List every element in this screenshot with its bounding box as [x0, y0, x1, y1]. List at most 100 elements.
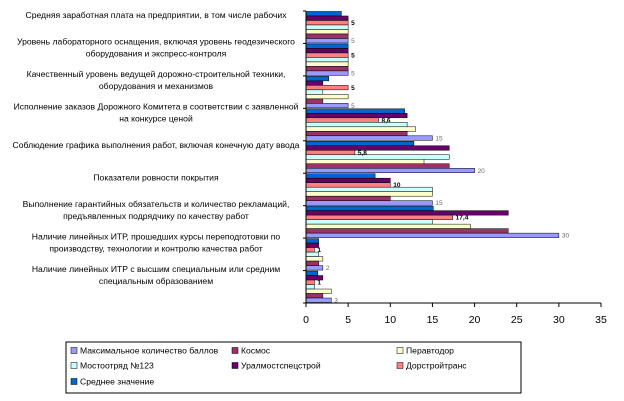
bar-8-3 [305, 284, 315, 290]
bar-3-3 [305, 122, 408, 128]
data-label: 5 [351, 70, 355, 77]
data-label: 1 [317, 280, 321, 287]
bar-7-6 [305, 238, 319, 244]
legend-label: Среднее значение [80, 377, 154, 387]
category-label: Исполнение заказов Дорожного Комитета в … [14, 102, 299, 124]
bar-2-0 [305, 103, 349, 109]
bar-6-0 [305, 232, 560, 238]
bar-3-1 [305, 131, 408, 137]
bar-4-0 [305, 168, 475, 173]
bar-0-6 [305, 11, 342, 17]
bar-2-5 [305, 85, 349, 91]
legend-label: Космос [241, 346, 271, 356]
bar-3-6 [305, 108, 405, 114]
bars [305, 11, 560, 303]
bar-5-3 [305, 186, 433, 192]
bar-0-0 [305, 38, 349, 44]
x-tick-label: 35 [595, 314, 607, 326]
bar-1-1 [305, 66, 349, 72]
bar-8-1 [305, 293, 324, 299]
data-label: 8,6 [381, 117, 390, 124]
legend: Максимальное количество баллов Космос Пера… [65, 341, 522, 394]
bar-8-6 [305, 270, 319, 276]
x-tick-label: 15 [427, 314, 439, 326]
bar-8-0 [305, 297, 332, 303]
data-label: 5 [351, 52, 355, 59]
bar-1-5 [305, 52, 349, 58]
data-label: 5,8 [358, 150, 367, 157]
bar-6-5 [305, 214, 453, 220]
legend-label: Максимальное количество баллов [80, 346, 219, 356]
x-tick-label: 0 [303, 314, 309, 326]
bar-2-1 [305, 98, 324, 104]
data-label: 5 [351, 20, 355, 27]
bar-5-4 [305, 177, 391, 183]
category-label: Наличие линейных ИТР с высшим специальны… [32, 264, 280, 286]
bar-2-6 [305, 76, 330, 82]
bar-7-1 [305, 260, 319, 266]
bar-7-2 [305, 256, 324, 262]
bar-1-6 [305, 43, 349, 49]
category-label: Качественный уровень ведущей дорожно-стр… [27, 69, 286, 91]
bar-6-3 [305, 219, 433, 225]
bar-7-5 [305, 247, 315, 253]
bar-1-4 [305, 48, 349, 54]
bar-5-1 [305, 195, 391, 201]
bar-4-1 [305, 163, 450, 169]
legend-label: Мостоотряд №123 [80, 361, 154, 371]
data-label: 2 [326, 265, 330, 272]
bar-0-2 [305, 29, 349, 35]
data-label: 1 [317, 247, 321, 254]
bar-1-3 [305, 57, 349, 63]
x-tick-label: 20 [469, 314, 481, 326]
data-label: 17,4 [456, 215, 469, 222]
bar-3-0 [305, 135, 433, 141]
bar-2-3 [305, 89, 324, 95]
data-label: 30 [562, 233, 570, 240]
x-tick-label: 30 [553, 314, 565, 326]
bar-4-4 [305, 145, 450, 151]
data-labels: 5 5 5 15 20 15 30 2 3 5 5 5 8,6 5,8 10 17,4 1 1 [317, 20, 569, 305]
category-label: Уровень лабораторного оснащения, включая… [17, 37, 295, 59]
x-axis: 0 5 10 15 20 25 30 35 [303, 10, 607, 326]
category-label: Выполнение гарантийных обязательств и ко… [23, 199, 290, 221]
bar-0-5 [305, 20, 349, 26]
bar-2-2 [305, 94, 349, 100]
legend-swatch [70, 347, 78, 354]
bar-6-4 [305, 210, 509, 216]
category-label: Наличие линейных ИТР, прошедших курсы пе… [32, 231, 281, 253]
data-label: 3 [334, 298, 338, 305]
bar-0-3 [305, 24, 349, 30]
legend-label: Дорстройтранс [406, 361, 467, 371]
bar-6-6 [305, 205, 434, 211]
legend-swatch [70, 378, 78, 385]
data-label: 15 [435, 135, 443, 142]
category-label: Средняя заработная плата на предприятии,… [25, 10, 287, 20]
data-label: 5 [351, 38, 355, 45]
category-label: Соблюдение графика выполнения работ, вкл… [13, 140, 300, 150]
bar-0-4 [305, 15, 349, 21]
bar-3-5 [305, 117, 379, 123]
data-label: 10 [393, 182, 401, 189]
bar-4-5 [305, 150, 356, 155]
legend-swatch [231, 362, 239, 369]
bar-4-2 [305, 159, 425, 164]
x-tick-label: 5 [345, 314, 351, 326]
data-label: 20 [478, 168, 486, 175]
bar-3-2 [305, 126, 416, 132]
bar-1-2 [305, 61, 349, 67]
x-tick-label: 10 [384, 314, 396, 326]
x-tick-label: 25 [511, 314, 523, 326]
bar-2-4 [305, 80, 324, 86]
data-label: 5 [351, 103, 355, 110]
bar-5-0 [305, 200, 433, 206]
bar-0-1 [305, 33, 349, 39]
legend-box [65, 341, 522, 394]
category-labels: Средняя заработная плата на предприятии,… [13, 10, 300, 286]
legend-label: Перавтодор [406, 346, 454, 356]
legend-label: Уралмостспецстрой [241, 361, 321, 371]
bar-8-2 [305, 288, 332, 294]
bar-7-0 [305, 265, 324, 271]
category-label: Показатели ровности покрытия [93, 172, 219, 182]
